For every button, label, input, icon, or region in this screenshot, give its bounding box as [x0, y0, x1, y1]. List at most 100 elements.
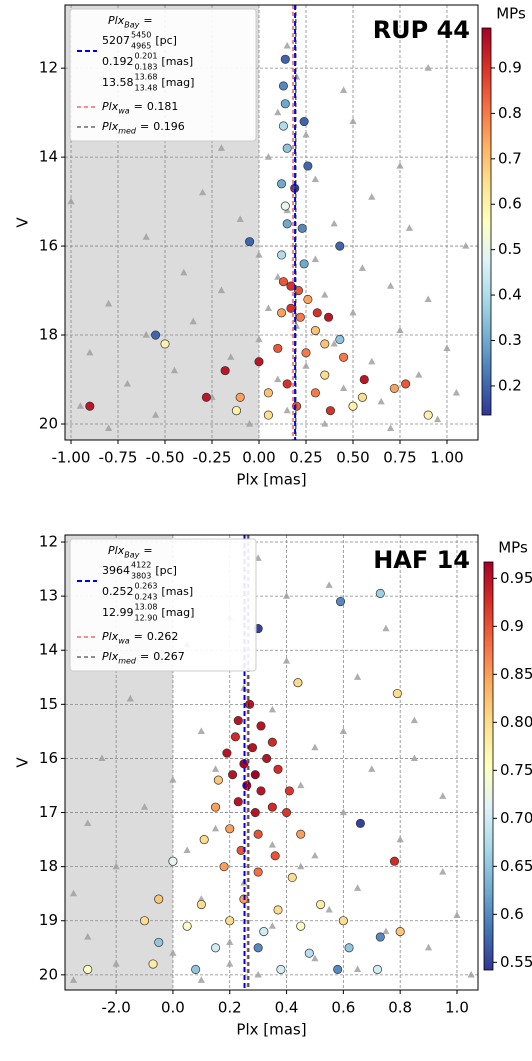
member-star — [284, 786, 294, 796]
field-star — [396, 326, 404, 334]
field-star — [368, 193, 376, 200]
member-star — [273, 764, 283, 774]
member-star — [254, 357, 264, 367]
field-star — [349, 117, 357, 125]
member-star — [335, 241, 345, 251]
legend-box — [69, 538, 257, 672]
member-star — [296, 921, 306, 931]
legend-name: Plx — [102, 120, 119, 133]
y-tick-label: 14 — [39, 148, 58, 166]
member-star — [278, 277, 288, 287]
field-star — [368, 765, 376, 772]
y-axis-label: V — [14, 757, 32, 768]
member-star — [83, 964, 93, 974]
colorbar-tick-label: 0.95 — [500, 569, 532, 587]
field-star — [377, 397, 385, 405]
field-star — [268, 841, 276, 848]
member-star — [228, 770, 238, 780]
member-star — [210, 802, 221, 812]
x-tick-label: -0.50 — [146, 449, 185, 467]
field-star — [410, 754, 418, 762]
estimate-upper: 13.08 — [135, 603, 158, 612]
field-star — [217, 286, 226, 294]
estimate-lower: 12.90 — [135, 614, 158, 623]
member-star — [233, 716, 243, 726]
member-star — [335, 334, 345, 345]
member-star — [395, 927, 405, 937]
field-star — [382, 927, 390, 935]
field-star — [424, 295, 432, 303]
legend-equals: = — [134, 630, 143, 643]
x-tick-label: 0.4 — [275, 999, 299, 1017]
field-star — [321, 419, 329, 427]
estimate-value: 13.58 — [102, 76, 134, 89]
x-tick-label: -1.00 — [52, 449, 91, 467]
field-star — [439, 868, 447, 875]
colorbar-tick-label: 0.85 — [500, 665, 532, 683]
axes-frame — [64, 4, 479, 441]
member-star — [263, 388, 273, 398]
field-star — [283, 406, 291, 414]
member-star — [270, 851, 280, 861]
member-star — [280, 99, 290, 109]
field-star — [126, 694, 134, 702]
member-star — [267, 802, 277, 812]
legend-value: 0.196 — [153, 120, 185, 133]
field-star — [311, 954, 319, 962]
member-star — [245, 699, 255, 709]
field-star — [274, 273, 282, 280]
colorbar-tick-label: 0.75 — [500, 761, 532, 779]
y-tick-label: 16 — [39, 749, 58, 767]
member-star — [372, 964, 382, 974]
legend-value: 0.262 — [147, 630, 179, 643]
colorbar-tick-label: 0.8 — [498, 104, 522, 122]
field-star — [424, 943, 433, 951]
member-star — [335, 596, 346, 607]
field-star — [467, 970, 475, 978]
member-star — [338, 916, 348, 926]
member-star — [277, 179, 287, 189]
member-star — [280, 201, 290, 211]
colorbar-tick-label: 0.80 — [500, 713, 532, 731]
colorbar-tick-label: 0.65 — [500, 857, 532, 875]
x-tick-label: 0.50 — [336, 449, 369, 467]
estimate-lower: 13.48 — [135, 84, 158, 93]
member-star — [253, 867, 263, 877]
field-star — [330, 339, 338, 347]
y-tick-label: 18 — [39, 857, 58, 875]
field-star — [339, 384, 348, 392]
legend-equals: = — [140, 650, 149, 663]
member-star — [296, 829, 306, 839]
y-tick-label: 19 — [39, 911, 58, 929]
colorbar-tick-label: 0.4 — [498, 286, 522, 304]
y-tick-label: 20 — [39, 965, 58, 983]
field-star — [353, 884, 362, 891]
member-star — [316, 899, 326, 910]
member-star — [303, 161, 313, 171]
field-star — [311, 255, 319, 263]
legend-value: 0.181 — [147, 100, 179, 113]
legend-subscript: med — [118, 127, 137, 136]
member-star — [235, 392, 245, 402]
field-star — [180, 268, 188, 276]
field-star — [349, 308, 357, 316]
field-star — [439, 792, 447, 799]
member-star — [263, 410, 273, 420]
legend-equals: = — [143, 14, 152, 27]
field-star — [142, 331, 150, 338]
estimate-lower: 0.243 — [135, 593, 158, 602]
x-tick-label: -0.75 — [99, 449, 138, 467]
y-tick-label: 15 — [39, 695, 58, 713]
legend-name: Plx — [102, 630, 119, 643]
field-star — [424, 64, 432, 71]
field-star — [142, 233, 150, 240]
field-star — [84, 932, 92, 940]
field-star — [76, 402, 85, 409]
member-star — [297, 223, 307, 233]
estimate-lower: 3803 — [131, 572, 151, 581]
field-star — [255, 335, 263, 343]
member-star — [286, 303, 296, 313]
y-tick-label: 12 — [39, 533, 58, 551]
member-star — [292, 401, 302, 411]
member-star — [273, 905, 283, 915]
